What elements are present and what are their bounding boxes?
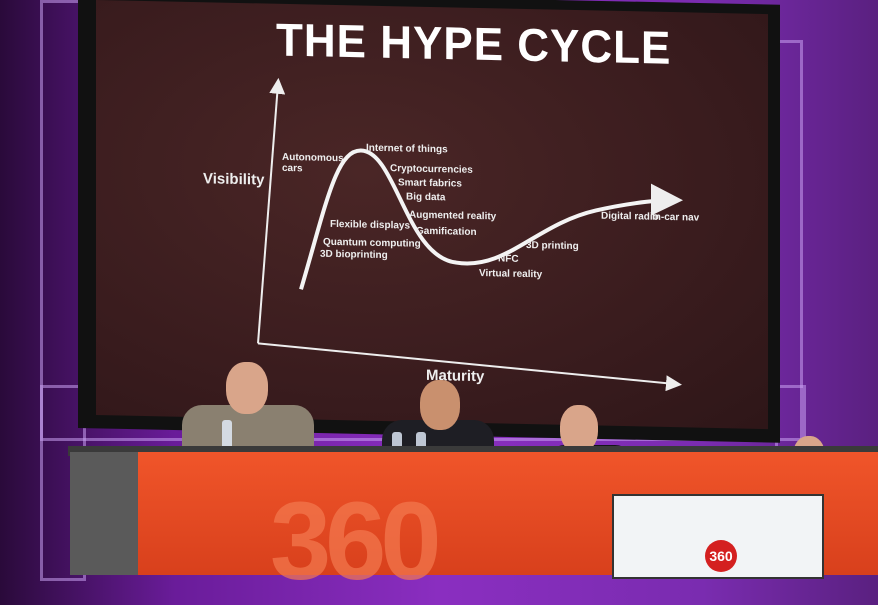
curve-label: In-car nav xyxy=(652,211,700,224)
y-axis xyxy=(257,77,286,344)
hype-curve xyxy=(299,148,683,290)
y-axis-label: Visibility xyxy=(203,170,265,189)
curve-label: Quantum computing xyxy=(323,236,421,250)
curve-label: Digital radio xyxy=(601,210,659,223)
curve-label: Flexible displays xyxy=(330,218,411,232)
curve-label: 3D bioprinting xyxy=(320,248,388,262)
curve-label: NFC xyxy=(498,253,519,265)
panel-table-top xyxy=(68,446,878,456)
curve-label: Gamification xyxy=(416,225,477,238)
hype-cycle-slide: THE HYPE CYCLE Visibility Maturity Auton… xyxy=(96,0,768,430)
brand-logo-small: 360 xyxy=(705,540,737,572)
panel-table-side xyxy=(70,452,138,575)
water-bottle xyxy=(222,420,232,450)
curve-label: Autonomous cars xyxy=(282,151,344,175)
curve-label: Cryptocurrencies xyxy=(390,163,473,176)
hype-curve-diagram xyxy=(257,77,683,392)
curve-label: Internet of things xyxy=(366,142,448,156)
curve-label: Big data xyxy=(406,191,446,204)
curve-label: Virtual reality xyxy=(479,268,543,281)
curve-label: 3D printing xyxy=(526,240,579,253)
curve-label: Smart fabrics xyxy=(398,177,462,190)
brand-logo-large: 360 xyxy=(270,480,442,603)
curve-label: Augmented reality xyxy=(409,209,497,223)
x-axis xyxy=(257,342,682,392)
